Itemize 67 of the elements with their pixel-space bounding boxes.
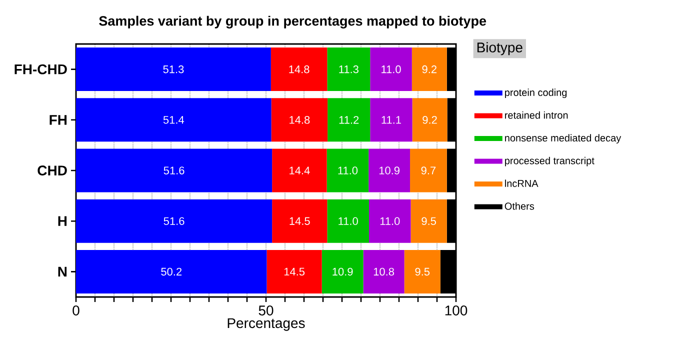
data-label: 50.2 [161, 268, 182, 276]
legend-label: processed transcript [505, 156, 594, 166]
legend-label: Others [504, 202, 534, 210]
bar [327, 199, 369, 243]
y-tick-label: H [58, 216, 67, 226]
chart-title: Samples variant by group in percentages mapped to biotype [99, 16, 486, 28]
data-label: 9.5 [415, 268, 430, 276]
y-tick-label: FH-CHD [14, 64, 67, 74]
bar [368, 199, 411, 243]
data-label: 51.4 [163, 116, 184, 124]
data-label: 11.0 [338, 166, 358, 174]
bar [271, 98, 328, 142]
legend-label: lncRNA [505, 180, 538, 188]
data-label: 11.0 [382, 65, 401, 74]
bar [368, 148, 410, 192]
bar [326, 148, 369, 192]
bar [412, 48, 447, 92]
legend-label: retained intron [505, 111, 568, 119]
bar [412, 98, 448, 142]
data-label: 10.9 [332, 268, 353, 276]
bar [410, 199, 447, 243]
x-tick-label: 50 [258, 306, 274, 316]
legend-title: Biotype [477, 42, 522, 56]
x-tick-label: 100 [445, 306, 468, 316]
data-label: 51.3 [163, 65, 184, 74]
bar [270, 48, 328, 92]
data-label: 9.7 [421, 166, 436, 174]
data-label: 14.5 [284, 268, 305, 276]
y-tick-label: CHD [38, 166, 67, 176]
bar [410, 148, 447, 192]
data-label: 11.2 [339, 116, 359, 124]
data-label: 14.4 [290, 166, 310, 174]
bar [327, 48, 370, 92]
data-label: 11.0 [338, 217, 358, 225]
bar [370, 48, 412, 92]
data-label: 11.3 [339, 65, 358, 74]
bar [272, 199, 328, 243]
bar [328, 98, 370, 142]
legend-label: nonsense mediated decay [505, 134, 622, 144]
data-label: 11.0 [380, 217, 400, 225]
bar [363, 250, 404, 294]
x-axis-title: Percentages [228, 318, 305, 331]
data-label: 11.1 [382, 116, 401, 124]
bar [76, 250, 267, 294]
y-tick-label: N [58, 266, 67, 277]
bar [272, 148, 327, 192]
y-tick-label: FH [50, 115, 67, 125]
data-label: 14.5 [290, 217, 310, 225]
bar [76, 98, 272, 142]
bar [76, 148, 272, 192]
data-label: 10.8 [374, 268, 394, 276]
data-label: 9.2 [422, 116, 437, 124]
data-label: 51.6 [164, 217, 184, 225]
bar [76, 48, 271, 92]
data-label: 14.8 [290, 116, 310, 124]
data-label: 9.5 [422, 217, 436, 225]
data-label: 10.9 [379, 166, 400, 174]
bar [404, 250, 440, 294]
bar [322, 250, 364, 294]
legend-label: protein coding [505, 88, 567, 98]
bar [266, 250, 322, 294]
bar [76, 199, 272, 243]
x-tick-label: 0 [72, 306, 80, 316]
bar [370, 98, 412, 142]
data-label: 51.6 [164, 166, 184, 174]
data-label: 9.2 [422, 65, 436, 74]
data-label: 14.8 [289, 65, 310, 74]
